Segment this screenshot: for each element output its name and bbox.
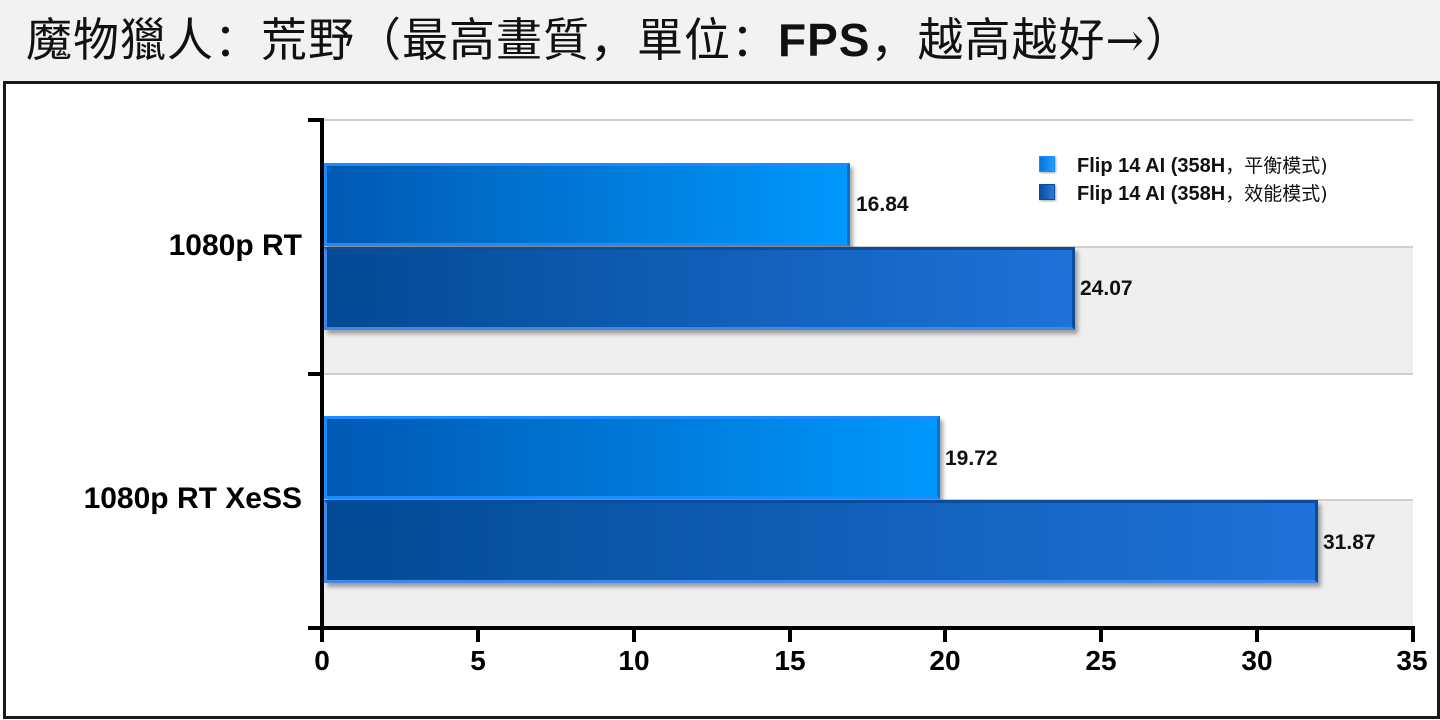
bar-series2-1080p-rt-xess xyxy=(324,500,1318,583)
x-tick-label: 30 xyxy=(1241,645,1273,676)
bar-value-label: 24.07 xyxy=(1080,277,1133,300)
bar-value-label: 31.87 xyxy=(1323,531,1376,554)
x-axis-tick xyxy=(1099,626,1103,642)
x-tick-label: 35 xyxy=(1396,645,1428,676)
legend-label-latin: Flip 14 AI (358H xyxy=(1077,182,1226,205)
legend-swatch-icon xyxy=(1039,184,1055,200)
y-axis xyxy=(320,118,324,630)
x-tick-label: 25 xyxy=(1085,645,1117,676)
x-axis-tick xyxy=(788,626,792,642)
legend: Flip 14 AI (358H，平衡模式) Flip 14 AI (358H，… xyxy=(1039,150,1328,206)
category-label: 1080p RT XeSS xyxy=(83,482,302,515)
x-tick-label: 5 xyxy=(470,645,486,676)
title-unit: FPS xyxy=(778,14,871,66)
x-tick-label: 10 xyxy=(618,645,650,676)
x-tick-label: 0 xyxy=(314,645,330,676)
x-axis-tick xyxy=(1411,626,1415,642)
x-axis-tick xyxy=(943,626,947,642)
title-prefix: 魔物獵人：荒野（最高畫質，單位： xyxy=(26,13,778,67)
bar-series1-1080p-rt xyxy=(324,163,850,246)
y-axis-tick xyxy=(308,372,322,376)
title-suffix: ，越高越好→） xyxy=(870,13,1193,67)
legend-swatch-icon xyxy=(1039,156,1055,172)
x-axis-tick xyxy=(1255,626,1259,642)
chart-title: 魔物獵人：荒野（最高畫質，單位：FPS，越高越好→） xyxy=(26,8,1192,72)
x-axis xyxy=(308,626,1415,630)
legend-item-balanced: Flip 14 AI (358H，平衡模式) xyxy=(1039,150,1328,178)
gridline xyxy=(324,373,1413,375)
bar-series2-1080p-rt xyxy=(324,247,1075,330)
legend-label: Flip 14 AI (358H，效能模式) xyxy=(1077,179,1328,206)
x-tick-label: 15 xyxy=(774,645,806,676)
legend-label-latin: Flip 14 AI (358H xyxy=(1077,154,1226,177)
y-axis-tick xyxy=(308,118,322,122)
x-axis-tick xyxy=(476,626,480,642)
bar-series1-1080p-rt-xess xyxy=(324,416,940,499)
x-tick-label: 20 xyxy=(929,645,961,676)
bar-value-label: 19.72 xyxy=(945,447,998,470)
legend-label-cjk: ，平衡模式) xyxy=(1225,154,1328,177)
legend-label: Flip 14 AI (358H，平衡模式) xyxy=(1077,151,1328,178)
x-axis-tick xyxy=(320,626,324,642)
legend-label-cjk: ，效能模式) xyxy=(1225,182,1328,205)
x-axis-tick xyxy=(632,626,636,642)
gridline xyxy=(324,119,1413,121)
category-label: 1080p RT xyxy=(168,229,302,262)
legend-item-performance: Flip 14 AI (358H，效能模式) xyxy=(1039,178,1328,206)
title-bar: 魔物獵人：荒野（最高畫質，單位：FPS，越高越好→） xyxy=(0,0,1440,81)
bar-value-label: 16.84 xyxy=(856,193,909,216)
